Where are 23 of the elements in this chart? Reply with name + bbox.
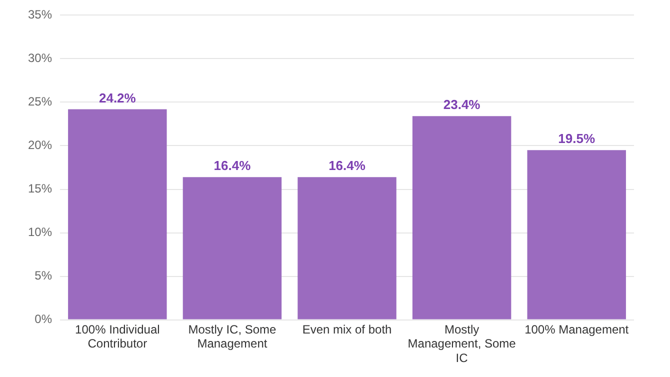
y-tick-label: 0% bbox=[34, 312, 52, 326]
y-tick-label: 20% bbox=[28, 138, 52, 152]
data-label: 19.5% bbox=[558, 131, 596, 146]
x-tick-label: 100% Individual Contributor bbox=[75, 322, 160, 351]
x-tick-label: Mostly IC, Some Management bbox=[188, 322, 277, 351]
x-tick-label: Even mix of both bbox=[302, 322, 392, 336]
bar bbox=[527, 150, 626, 320]
bar bbox=[182, 177, 282, 320]
y-tick-label: 35% bbox=[28, 8, 52, 22]
data-label: 16.4% bbox=[214, 158, 252, 174]
x-tick-label: Mostly Management, Some IC bbox=[408, 322, 516, 366]
bar bbox=[412, 116, 512, 320]
data-label: 24.2% bbox=[98, 90, 136, 106]
bar bbox=[68, 109, 167, 320]
data-label: 23.4% bbox=[443, 97, 481, 112]
y-tick-label: 10% bbox=[28, 225, 52, 240]
data-label: 16.4% bbox=[328, 158, 366, 174]
y-tick-label: 15% bbox=[28, 182, 52, 196]
y-tick-label: 5% bbox=[34, 268, 52, 283]
y-tick-label: 25% bbox=[28, 94, 52, 109]
bar bbox=[298, 177, 396, 320]
y-tick-label: 30% bbox=[28, 51, 52, 66]
x-tick-label: 100% Management bbox=[524, 322, 630, 336]
